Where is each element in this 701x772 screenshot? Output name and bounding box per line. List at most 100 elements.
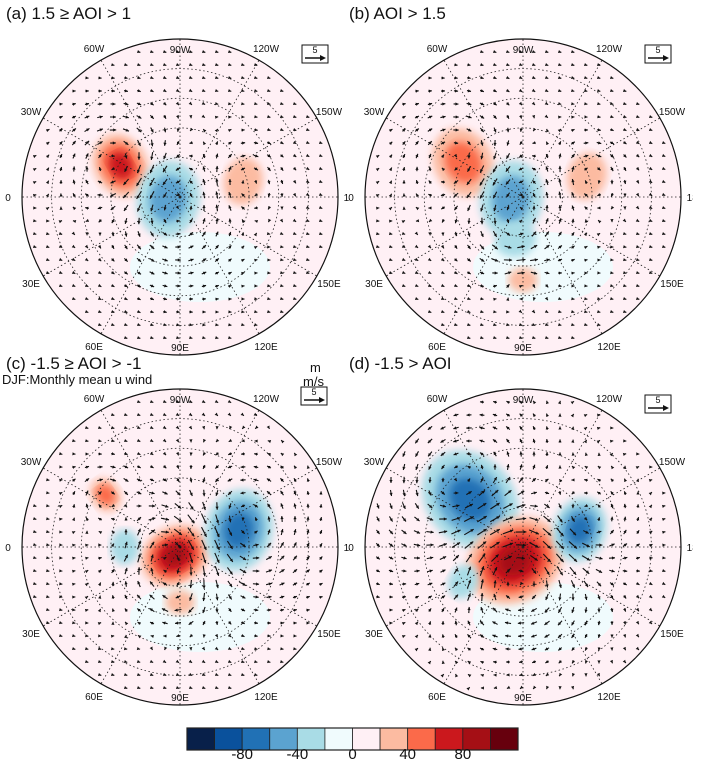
wind-arrowhead <box>124 541 128 546</box>
wind-arrowhead <box>610 595 614 599</box>
wind-arrowhead <box>267 453 271 456</box>
wind-arrowhead <box>453 439 457 443</box>
wind-arrowhead <box>546 258 550 262</box>
wind-arrowhead <box>111 569 115 573</box>
wind-arrowhead <box>178 531 182 535</box>
wind-arrowhead <box>480 246 485 250</box>
wind-arrowhead <box>623 167 627 171</box>
wind-arrowhead <box>190 506 194 510</box>
wind-arrowhead <box>480 606 484 611</box>
wind-arrowhead <box>241 608 246 612</box>
wind-arrowhead <box>45 180 49 185</box>
wind-arrowhead <box>505 49 510 53</box>
wind-arrowhead <box>45 607 50 612</box>
wind-arrowhead <box>228 218 232 222</box>
wind-arrowhead <box>635 466 640 470</box>
wind-arrowhead <box>648 270 653 275</box>
wind-arrowhead <box>175 595 180 599</box>
wind-arrowhead <box>415 466 419 470</box>
reference-vector-value: 5 <box>311 387 316 397</box>
wind-arrowhead <box>175 425 179 429</box>
wind-arrowhead <box>388 270 393 274</box>
wind-arrowhead <box>201 646 205 651</box>
wind-arrowhead <box>375 181 380 185</box>
wind-arrowhead <box>293 595 297 599</box>
wind-arrowhead <box>509 516 514 520</box>
wind-arrowhead <box>138 635 142 639</box>
wind-arrowhead <box>137 271 142 275</box>
wind-arrowhead <box>267 503 271 508</box>
wind-arrowhead <box>401 635 406 639</box>
wind-arrowhead <box>623 529 627 534</box>
wind-arrowhead <box>254 504 258 508</box>
wind-arrowhead <box>176 634 180 638</box>
wind-arrowhead <box>84 296 89 300</box>
longitude-label-150w: 150W <box>659 457 686 468</box>
wind-arrowhead <box>571 323 575 327</box>
wind-arrowhead <box>176 141 180 145</box>
wind-arrowhead <box>533 400 537 405</box>
longitude-label-150w: 150W <box>316 457 343 468</box>
wind-arrowhead <box>162 621 166 625</box>
wind-arrowhead <box>623 543 628 547</box>
wind-arrowhead <box>164 543 168 547</box>
wind-arrowhead <box>189 310 193 314</box>
wind-arrowhead <box>428 102 433 106</box>
wind-arrowhead <box>152 504 156 508</box>
wind-arrowhead <box>190 546 194 550</box>
wind-arrowhead <box>111 517 115 521</box>
wind-arrowhead <box>558 426 562 430</box>
wind-arrowhead <box>111 76 115 80</box>
wind-arrowhead <box>544 114 548 118</box>
wind-arrowhead <box>149 685 154 689</box>
wind-arrowhead <box>46 517 50 521</box>
wind-arrowhead <box>558 218 562 222</box>
wind-arrowhead <box>648 218 653 222</box>
wind-arrowhead <box>163 129 167 133</box>
wind-arrowhead <box>598 530 602 534</box>
wind-arrowhead <box>71 531 76 535</box>
wind-arrowhead <box>319 530 323 534</box>
wind-arrowhead <box>292 192 296 197</box>
wind-arrowhead <box>558 165 562 169</box>
wind-arrowhead <box>254 647 258 651</box>
wind-arrowhead <box>468 491 472 495</box>
wind-arrowhead <box>532 438 536 443</box>
wind-arrowhead <box>610 181 614 185</box>
wind-arrowhead <box>255 543 259 547</box>
wind-arrowhead <box>59 452 63 456</box>
wind-arrowhead <box>483 516 487 520</box>
wind-arrowhead <box>227 399 232 403</box>
wind-arrowhead <box>571 258 575 262</box>
wind-arrowhead <box>584 310 588 314</box>
wind-arrowhead <box>610 297 614 301</box>
wind-arrowhead <box>457 529 461 533</box>
wind-arrowhead <box>480 593 484 597</box>
wind-arrowhead <box>610 258 614 262</box>
wind-arrowhead <box>99 478 103 482</box>
wind-arrowhead <box>306 608 310 612</box>
wind-arrowhead <box>558 660 562 664</box>
wind-arrowhead <box>610 128 614 132</box>
wind-arrowhead <box>506 219 510 224</box>
wind-arrowhead <box>428 180 432 184</box>
wind-arrowhead <box>570 75 575 80</box>
wind-arrowhead <box>59 102 63 106</box>
wind-arrowhead <box>124 594 128 599</box>
wind-arrowhead <box>428 647 432 651</box>
wind-arrowhead <box>622 452 627 456</box>
wind-arrowhead <box>467 168 471 172</box>
wind-arrowhead <box>506 568 511 573</box>
wind-arrowhead <box>623 258 627 262</box>
wind-arrowhead <box>545 218 549 222</box>
wind-arrowhead <box>110 309 115 313</box>
wind-arrowhead <box>254 310 258 314</box>
wind-arrowhead <box>162 438 167 442</box>
wind-arrowhead <box>506 438 510 443</box>
wind-arrowhead <box>280 621 284 625</box>
wind-arrowhead <box>493 102 497 106</box>
wind-arrowhead <box>388 167 392 171</box>
wind-arrowhead <box>292 166 297 171</box>
wind-arrowhead <box>137 297 141 300</box>
wind-arrowhead <box>227 685 232 690</box>
